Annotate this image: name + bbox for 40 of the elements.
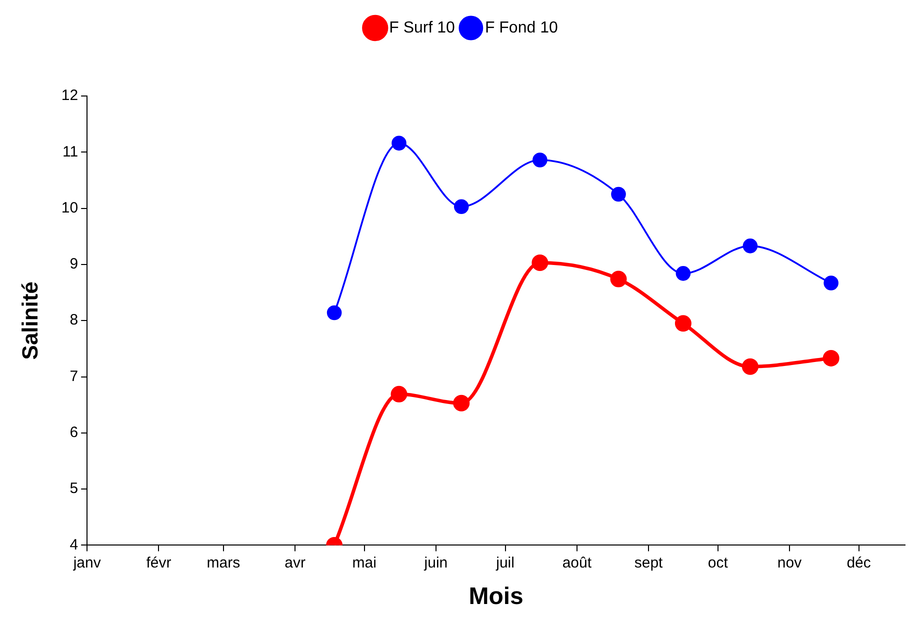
y-tick-label: 4	[70, 536, 78, 554]
point	[326, 305, 342, 320]
point	[532, 152, 548, 168]
x-axis-title: Mois	[468, 583, 524, 610]
point	[454, 199, 469, 214]
point	[822, 350, 840, 366]
x-tick-label: mai	[352, 554, 376, 572]
x-tick-label: nov	[777, 554, 802, 572]
x-tick-label: févr	[146, 554, 172, 572]
point	[676, 266, 691, 281]
point	[674, 315, 692, 332]
y-tick-label: 6	[70, 424, 78, 442]
y-axis-title: Salinité	[17, 281, 42, 360]
point	[532, 254, 548, 272]
legend-label: F Fond 10	[484, 19, 558, 36]
point	[742, 238, 758, 254]
x-tick-label: mars	[206, 554, 240, 572]
y-tick-label: 5	[70, 480, 78, 498]
x-tick-label: oct	[708, 554, 729, 572]
x-tick-label: juin	[423, 554, 448, 572]
legend-label: F Surf 10	[389, 19, 456, 36]
y-tick-label: 12	[61, 87, 78, 104]
x-tick-label: avr	[284, 554, 306, 572]
point	[390, 386, 408, 402]
y-tick-label: 8	[70, 312, 78, 329]
point	[742, 358, 758, 375]
x-tick-label: août	[562, 554, 592, 572]
point	[824, 276, 838, 290]
y-tick-label: 7	[70, 368, 78, 385]
point	[610, 270, 627, 288]
x-tick-label: juil	[495, 554, 514, 572]
x-tick-label: déc	[846, 554, 872, 572]
point	[453, 394, 470, 412]
y-tick-label: 9	[70, 256, 78, 273]
y-tick-label: 10	[61, 199, 78, 216]
x-tick-label: sept	[634, 554, 664, 572]
x-tick-label: janv	[72, 554, 102, 572]
point	[611, 186, 626, 202]
point	[392, 136, 406, 151]
y-tick-label: 11	[62, 143, 78, 160]
